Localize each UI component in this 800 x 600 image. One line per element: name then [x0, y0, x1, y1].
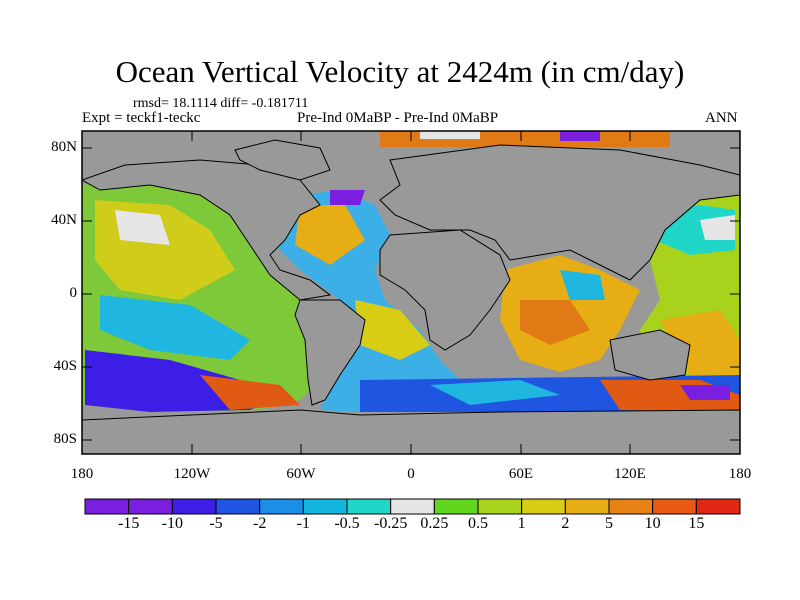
colorbar-label: 1: [517, 515, 526, 532]
atlantic-south-yellow: [355, 300, 430, 360]
australia-land: [609, 329, 691, 381]
comparison-label: Pre-Ind 0MaBP - Pre-Ind 0MaBP: [297, 110, 499, 126]
greenland-land: [234, 139, 331, 181]
africa-land: [379, 229, 511, 351]
colorbar-box: [695, 498, 741, 515]
lon-label-60e: 60E: [508, 466, 534, 482]
colorbar-box: [84, 498, 130, 515]
lat-label-40n: 40N: [51, 212, 77, 228]
colorbar-box: [128, 498, 173, 515]
colorbar-box: [346, 498, 392, 515]
colorbar-box: [390, 498, 435, 515]
lon-label-0: 0: [407, 466, 415, 482]
map-title: Ocean Vertical Velocity at 2424m (in cm/…: [115, 54, 685, 89]
colorbar-label: -0.25: [373, 515, 408, 532]
colorbar-label: -5: [209, 515, 223, 532]
southern-ocean-purple: [680, 385, 730, 400]
colorbar-label: -10: [161, 515, 183, 532]
pacific-west-white: [700, 215, 735, 240]
colorbar-label: -1: [296, 515, 310, 532]
colorbar-box: [477, 498, 523, 515]
southern-ocean-cyan: [430, 380, 560, 405]
atlantic-north-orange: [295, 205, 365, 265]
lat-label-80n: 80N: [51, 139, 77, 155]
atlantic-purple-patch: [330, 190, 365, 205]
colorbar-label: 2: [561, 515, 570, 532]
indian-ocean-orange: [520, 300, 590, 345]
colorbar-box: [259, 498, 304, 515]
pacific-west-orange: [660, 310, 740, 380]
colorbar-box: [302, 498, 348, 515]
colorbar-label: 15: [688, 515, 705, 532]
continents: [82, 139, 740, 454]
colorbar: [84, 498, 741, 515]
experiment-label: Expt = teckf1-teckc: [82, 110, 201, 126]
season-label: ANN: [705, 110, 738, 126]
colorbar-box: [171, 498, 217, 515]
map-field: [82, 131, 740, 454]
eurasia-land: [379, 144, 740, 281]
colorbar-label: 5: [605, 515, 613, 532]
colorbar-box: [433, 498, 479, 515]
lon-label-120w: 120W: [173, 466, 211, 482]
colorbar-box: [564, 498, 610, 515]
colorbar-label: 10: [644, 515, 661, 532]
colorbar-box: [215, 498, 261, 515]
indian-ocean-cyan: [560, 270, 605, 300]
lon-label-60w: 60W: [286, 466, 316, 482]
stats-text: rmsd= 18.1114 diff= -0.181711: [133, 96, 309, 111]
colorbar-box: [652, 498, 697, 515]
pacific-white-patch: [115, 210, 170, 245]
arctic-field-purple: [560, 131, 600, 141]
pacific-southern-red: [200, 375, 300, 410]
colorbar-box: [521, 498, 566, 515]
lat-ticks: [82, 147, 740, 441]
lon-label-180w: 180: [70, 466, 94, 482]
colorbar-box: [608, 498, 654, 515]
colorbar-label: 0.5: [468, 515, 488, 532]
colorbar-label: -15: [117, 515, 140, 532]
colorbar-label: -2: [252, 515, 267, 532]
colorbar-label: -0.5: [334, 515, 360, 532]
lon-ticks: [191, 131, 631, 454]
lon-label-180e: 180: [728, 466, 752, 482]
colorbar-label: 0.25: [420, 515, 449, 532]
south-america-land: [294, 299, 366, 406]
arctic-field-light: [420, 131, 480, 139]
lat-label-80s: 80S: [53, 431, 77, 447]
lat-label-40s: 40S: [53, 358, 77, 374]
pacific-east-cyan: [100, 295, 250, 360]
lat-label-eq: 0: [69, 285, 78, 301]
lon-label-120e: 120E: [614, 466, 646, 482]
antarctica-land: [82, 409, 740, 454]
